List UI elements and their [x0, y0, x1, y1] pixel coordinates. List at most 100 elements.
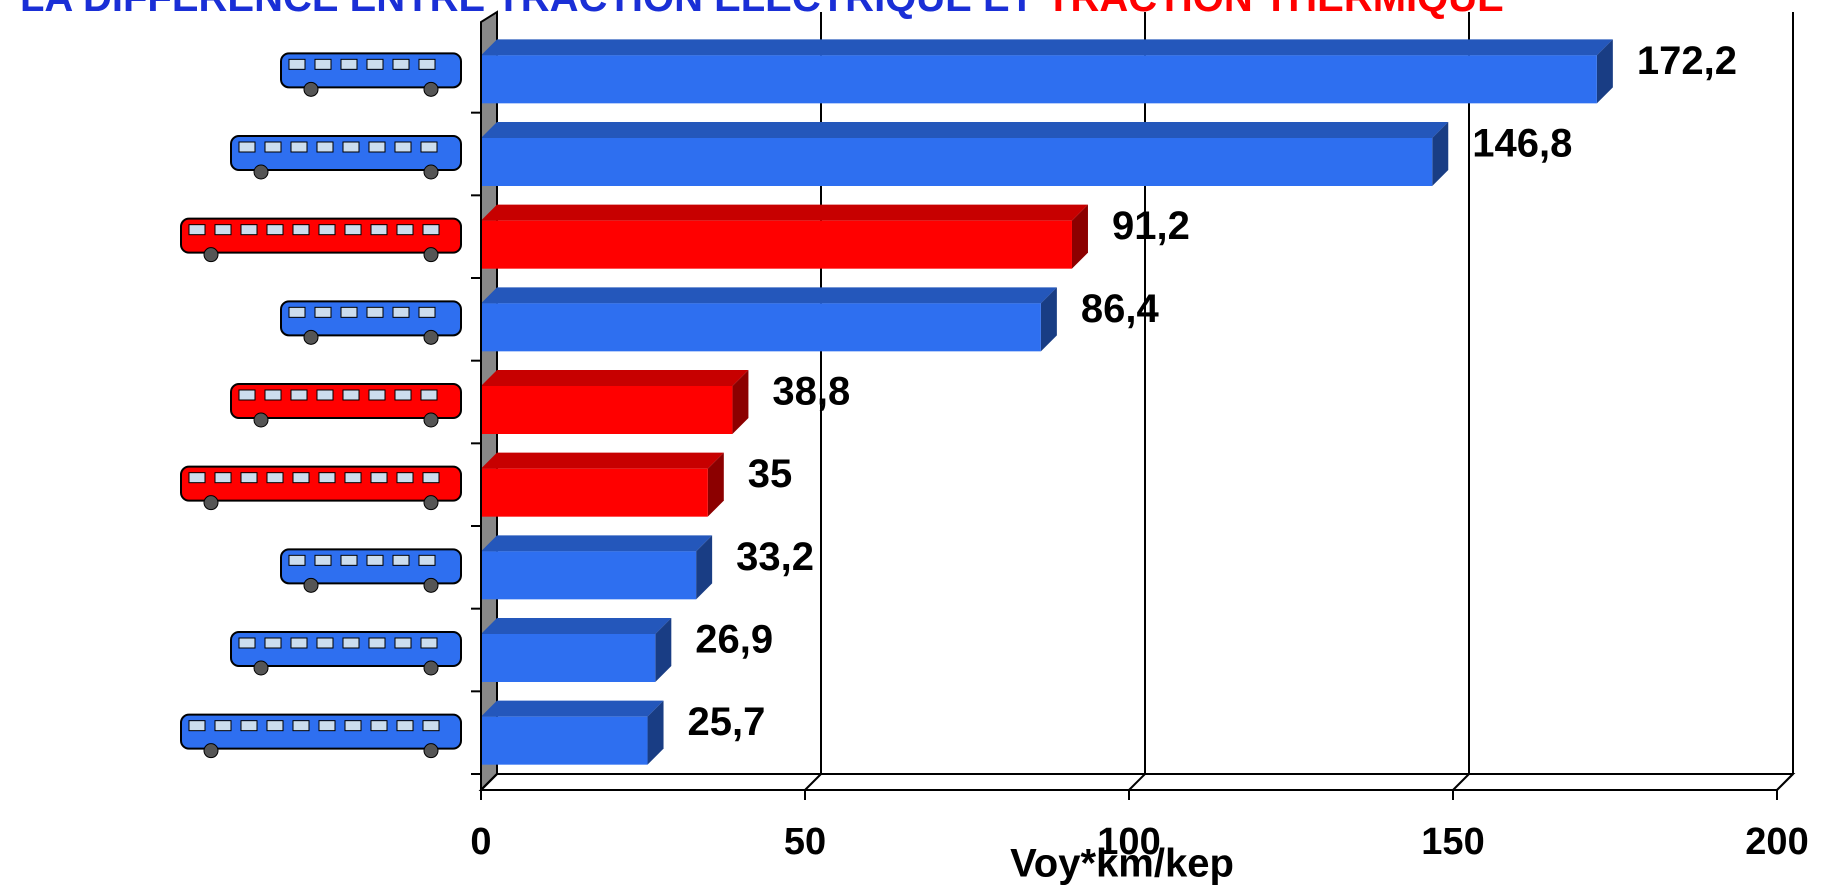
x-tick-label: 150 [1421, 821, 1484, 863]
bar-top [481, 700, 664, 717]
value-label: 33,2 [736, 535, 814, 579]
icon-wheel [423, 412, 439, 428]
icon-wheel [423, 495, 439, 511]
bar-top [481, 39, 1613, 56]
grid-floor-line [1128, 773, 1146, 791]
icon-window [188, 720, 206, 732]
icon-body [180, 713, 462, 750]
icon-window [422, 720, 440, 732]
icon-window [368, 389, 386, 401]
icon-window [266, 472, 284, 484]
icon-window [370, 720, 388, 732]
icon-window [316, 141, 334, 153]
icon-window [288, 554, 306, 566]
icon-window [240, 224, 258, 236]
bar-top [481, 370, 749, 386]
icon-window [422, 224, 440, 236]
icon-wheel [203, 247, 219, 263]
title-part: TRACTION THERMIQUE [1046, 0, 1504, 20]
icon-window [366, 306, 384, 318]
icon-window [368, 141, 386, 153]
icon-window [420, 389, 438, 401]
icon-window [422, 472, 440, 484]
icon-body [280, 300, 462, 337]
icon-window [292, 720, 310, 732]
icon-window [314, 306, 332, 318]
bar-side [1040, 287, 1057, 352]
bar-top [481, 122, 1449, 138]
icon-wheel [303, 329, 319, 345]
icon-window [392, 58, 410, 70]
vehicle-icon [180, 713, 462, 759]
x-tick-label: 200 [1745, 821, 1808, 863]
icon-window [264, 141, 282, 153]
icon-window [366, 58, 384, 70]
icon-wheel [303, 81, 319, 97]
icon-wheel [423, 247, 439, 263]
icon-wheel [423, 81, 439, 97]
icon-window [396, 472, 414, 484]
bar-side [732, 370, 749, 434]
icon-window [340, 58, 358, 70]
icon-window [370, 472, 388, 484]
icon-window [396, 720, 414, 732]
grid-floor-line [1776, 773, 1794, 791]
value-label: 86,4 [1081, 287, 1160, 331]
icon-window [340, 554, 358, 566]
icon-window [238, 389, 256, 401]
icon-window [420, 637, 438, 649]
bar [481, 386, 733, 434]
icon-body [280, 52, 462, 89]
vehicle-icon [180, 217, 462, 263]
icon-wheel [253, 164, 269, 180]
grid-floor-line [480, 773, 498, 791]
chart-title: LA DIFFERENCE ENTRE TRACTION ELECTRIQUE … [20, 0, 1504, 20]
icon-window [418, 58, 436, 70]
icon-window [266, 224, 284, 236]
icon-window [240, 720, 258, 732]
icon-window [394, 141, 412, 153]
icon-window [340, 306, 358, 318]
icon-wheel [423, 743, 439, 759]
icon-body [230, 631, 462, 667]
icon-body [180, 465, 462, 502]
icon-window [418, 306, 436, 318]
icon-window [238, 637, 256, 649]
bar [481, 634, 656, 682]
icon-window [316, 389, 334, 401]
icon-window [290, 637, 308, 649]
icon-window [342, 141, 360, 153]
icon-window [368, 637, 386, 649]
icon-window [240, 472, 258, 484]
value-label: 25,7 [688, 700, 766, 744]
bar-side [655, 618, 672, 682]
bar-top [481, 287, 1057, 304]
icon-window [292, 472, 310, 484]
value-label: 38,8 [772, 370, 850, 414]
vehicle-icon [280, 52, 462, 97]
value-label: 146,8 [1472, 122, 1572, 166]
icon-wheel [203, 495, 219, 511]
icon-window [188, 224, 206, 236]
icon-window [396, 224, 414, 236]
icon-window [214, 472, 232, 484]
vehicle-icon [230, 135, 462, 180]
icon-body [280, 548, 462, 585]
vehicle-icon [280, 300, 462, 345]
grid-floor-line [1452, 773, 1470, 791]
icon-wheel [423, 577, 439, 593]
icon-window [266, 720, 284, 732]
icon-window [288, 306, 306, 318]
icon-window [318, 720, 336, 732]
icon-window [392, 554, 410, 566]
bar-side [707, 452, 724, 517]
value-label: 91,2 [1112, 204, 1190, 248]
bar-top [481, 618, 672, 634]
icon-window [238, 141, 256, 153]
icon-window [344, 472, 362, 484]
icon-window [290, 141, 308, 153]
bar-side [696, 535, 713, 600]
icon-window [318, 224, 336, 236]
icon-window [290, 389, 308, 401]
